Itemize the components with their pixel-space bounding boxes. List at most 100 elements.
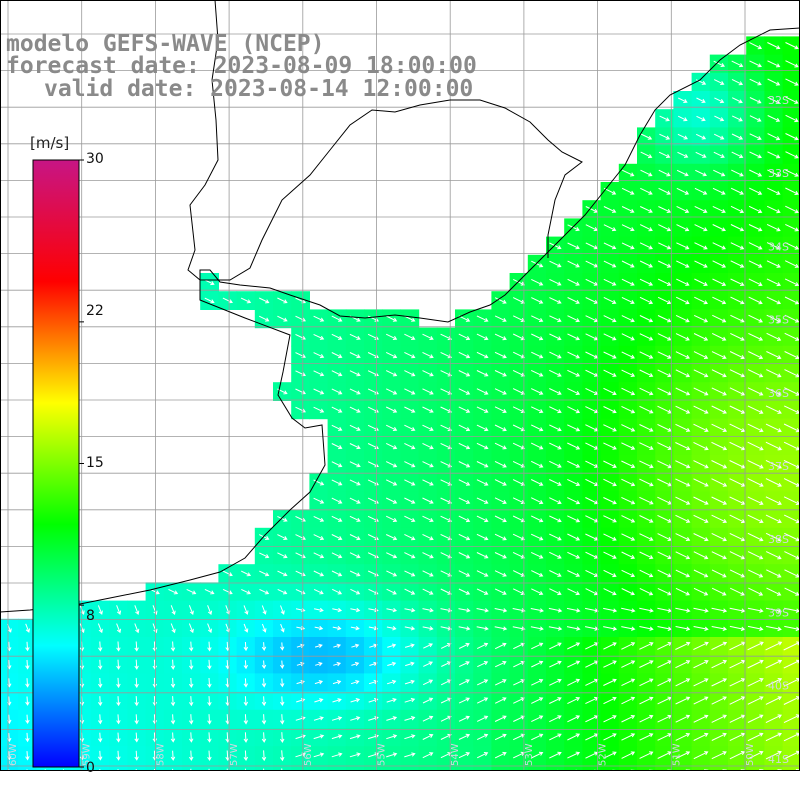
wind-arrow	[621, 460, 636, 469]
wind-arrow	[766, 205, 781, 214]
field-cell	[163, 764, 183, 770]
wind-arrow	[207, 732, 212, 743]
wind-arrow	[621, 296, 635, 304]
wind-arrow	[621, 496, 636, 505]
wind-arrow	[530, 626, 544, 631]
wind-arrow	[711, 678, 728, 687]
wind-arrow	[639, 714, 654, 723]
wind-arrow	[639, 351, 654, 359]
wind-arrow	[639, 660, 654, 668]
colorbar	[32, 159, 80, 768]
wind-arrow	[765, 551, 782, 560]
wind-arrow	[675, 714, 691, 723]
wind-arrow	[567, 751, 581, 759]
wind-arrow	[279, 714, 285, 725]
wind-arrow	[693, 696, 709, 705]
wind-arrow	[404, 533, 416, 541]
wind-arrow	[765, 714, 782, 724]
wind-arrow	[693, 641, 709, 651]
wind-arrow	[405, 661, 415, 667]
wind-arrow	[549, 715, 562, 723]
wind-arrow	[677, 97, 688, 103]
wind-arrow	[621, 424, 636, 432]
wind-arrow	[458, 697, 470, 704]
wind-arrow	[759, 769, 764, 770]
wind-arrow	[170, 732, 176, 743]
wind-arrow	[116, 677, 121, 689]
lat-label: 32S	[768, 94, 789, 107]
wind-arrow	[603, 442, 617, 450]
wind-arrow	[711, 714, 727, 723]
wind-arrow	[603, 296, 617, 304]
wind-arrow	[621, 751, 636, 759]
wind-arrow	[494, 297, 507, 304]
wind-arrow	[639, 387, 654, 396]
wind-arrow	[170, 677, 176, 689]
lon-label: 54W	[450, 743, 461, 766]
field-cell	[746, 764, 765, 770]
wind-arrow	[530, 479, 544, 486]
wind-arrow	[747, 459, 764, 469]
wind-arrow	[314, 643, 323, 649]
wind-arrow	[639, 696, 654, 705]
wind-arrow	[639, 551, 654, 560]
wind-arrow	[458, 424, 471, 432]
wind-arrow	[313, 552, 325, 559]
wind-arrow	[314, 680, 324, 685]
wind-arrow	[567, 697, 581, 705]
wind-arrow	[134, 696, 139, 707]
field-cell	[600, 764, 620, 770]
wind-arrow	[567, 660, 581, 668]
wind-arrow	[349, 734, 361, 740]
field-cell	[382, 764, 401, 770]
wind-arrow	[97, 641, 103, 652]
wind-arrow	[603, 242, 617, 250]
wind-arrow	[404, 479, 416, 486]
field-cell	[273, 764, 292, 770]
wind-arrow	[116, 750, 121, 761]
wind-arrow	[549, 460, 562, 468]
wind-arrow	[423, 771, 433, 776]
wind-arrow	[170, 714, 176, 725]
wind-arrow	[639, 733, 654, 741]
wind-arrow	[494, 608, 508, 613]
wind-arrow	[204, 588, 215, 595]
wind-arrow	[261, 605, 267, 615]
wind-arrow	[207, 696, 212, 707]
wind-arrow	[730, 314, 745, 323]
wind-arrow	[603, 515, 617, 523]
wind-arrow	[676, 224, 690, 232]
wind-arrow	[313, 352, 325, 359]
wind-arrow	[621, 515, 636, 523]
wind-arrow	[204, 279, 215, 286]
wind-arrow	[603, 696, 617, 705]
wind-arrow	[639, 296, 654, 305]
wind-arrow	[279, 642, 285, 651]
wind-arrow	[241, 588, 251, 595]
lon-label: 58W	[155, 743, 166, 766]
wind-arrow	[332, 680, 342, 685]
wind-arrow	[766, 296, 782, 305]
wind-arrow	[639, 496, 654, 505]
wind-arrow	[259, 570, 270, 577]
colorbar-tick: 0	[86, 760, 95, 776]
wind-arrow	[385, 351, 398, 359]
wind-arrow	[765, 732, 782, 742]
wind-arrow	[204, 297, 215, 304]
wind-arrow	[530, 442, 544, 450]
wind-arrow	[422, 479, 434, 486]
wind-arrow	[531, 679, 544, 686]
wind-arrow	[422, 626, 434, 631]
field-cell	[637, 764, 656, 770]
wind-arrow	[621, 533, 636, 541]
wind-arrow	[494, 497, 507, 504]
field-cell	[673, 764, 693, 770]
wind-arrow	[711, 405, 727, 414]
wind-arrow	[695, 133, 707, 140]
wind-arrow	[188, 696, 194, 707]
wind-arrow	[116, 605, 122, 616]
wind-arrow	[476, 608, 489, 613]
wind-arrow	[476, 626, 489, 631]
wind-arrow	[349, 461, 361, 468]
wind-arrow	[385, 424, 398, 431]
